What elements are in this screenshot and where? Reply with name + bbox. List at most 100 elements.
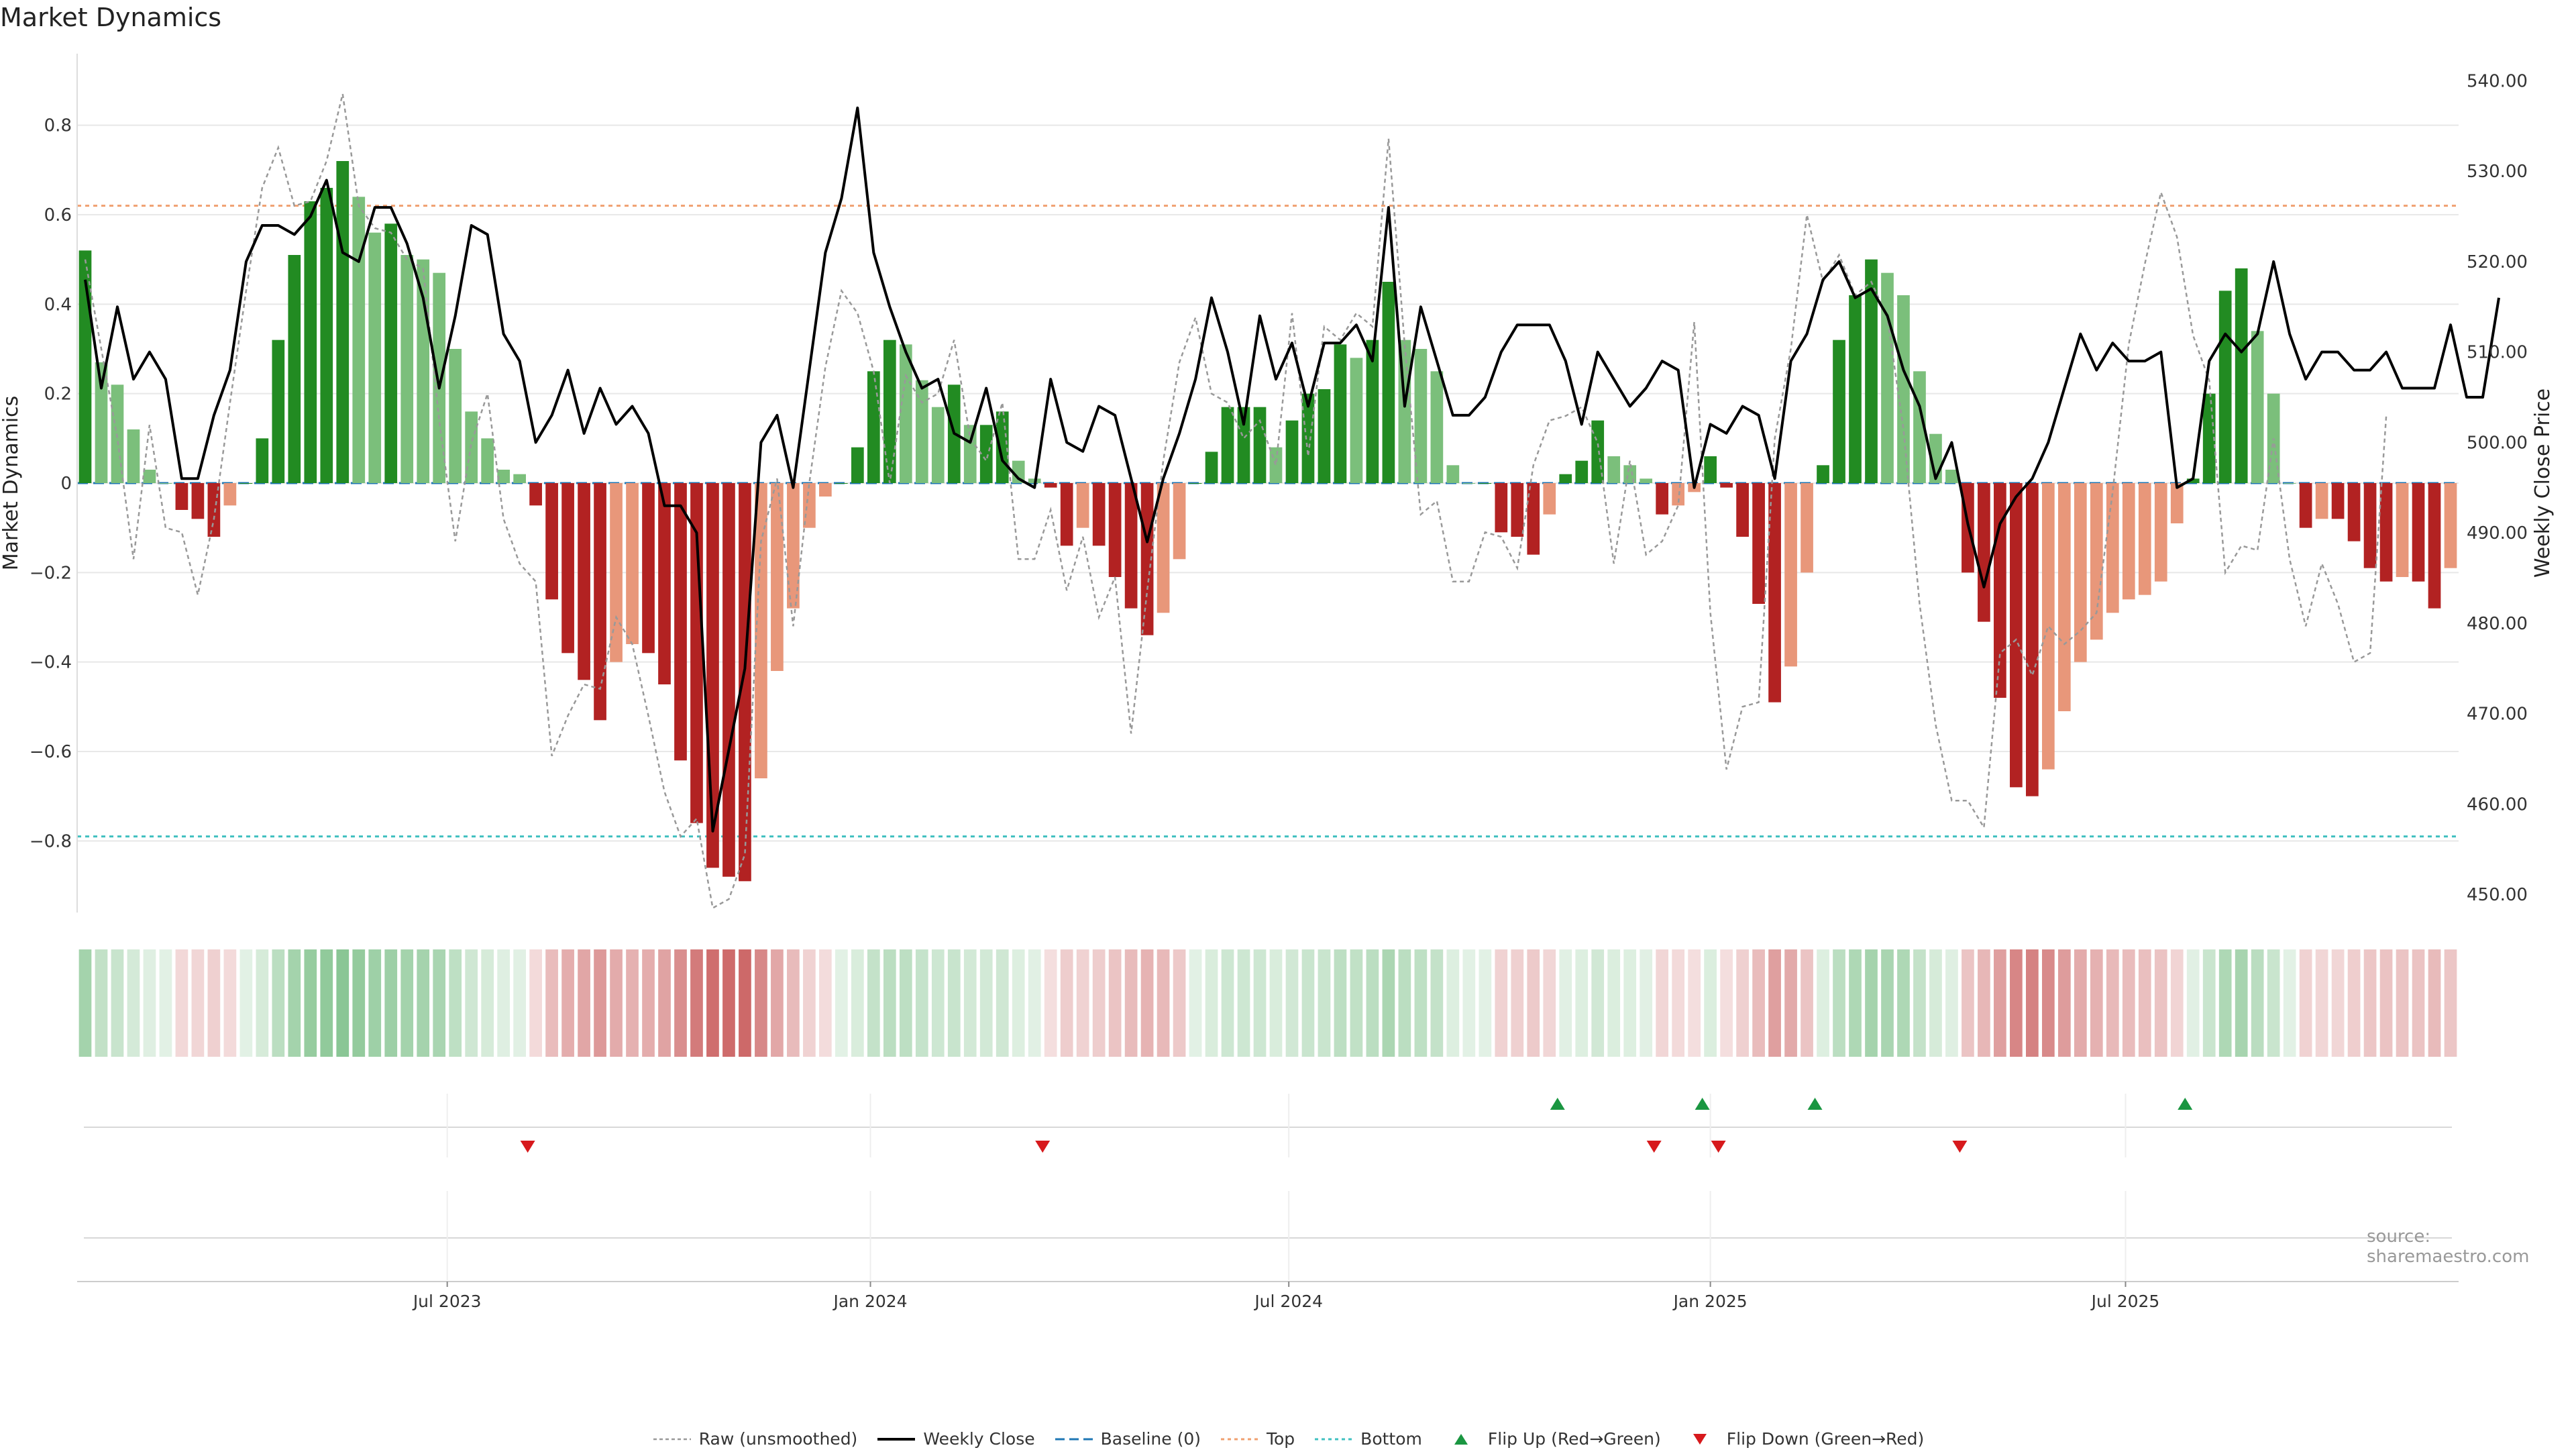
regime-strip-cell — [1157, 949, 1170, 1057]
dynamics-bar — [1446, 465, 1460, 483]
regime-strip-cell — [95, 949, 108, 1057]
legend-label: Bottom — [1360, 1429, 1422, 1449]
dynamics-bar — [320, 188, 333, 483]
legend-item-flip_up: Flip Up (Red→Green) — [1441, 1429, 1661, 1449]
regime-strip-cell — [207, 949, 221, 1057]
regime-strip-cell — [1978, 949, 1990, 1057]
legend-swatch-flip_up — [1454, 1433, 1468, 1445]
dynamics-bar — [1768, 483, 1781, 703]
page-title: Market Dynamics — [0, 3, 222, 32]
x-tick-label: Jan 2024 — [832, 1292, 907, 1311]
legend-label: Top — [1266, 1429, 1295, 1449]
dynamics-bar — [1430, 371, 1444, 483]
regime-strip-cell — [1446, 949, 1460, 1057]
dynamics-bar — [449, 349, 462, 483]
dynamics-bar — [384, 223, 398, 483]
dynamics-bar — [642, 483, 655, 654]
dynamics-bar — [1076, 483, 1089, 528]
regime-strip-cell — [1591, 949, 1605, 1057]
dynamics-bar — [1189, 483, 1202, 484]
regime-strip-cell — [449, 949, 462, 1057]
legend-label: Flip Up (Red→Green) — [1487, 1429, 1661, 1449]
regime-strip-cell — [787, 949, 800, 1057]
dynamics-bar — [1108, 483, 1122, 577]
regime-strip-cell — [1479, 949, 1492, 1057]
dynamics-bar — [771, 483, 784, 671]
regime-strip-cell — [1817, 949, 1829, 1057]
dynamics-bar — [1044, 483, 1057, 488]
flip-down-marker — [1035, 1141, 1051, 1153]
legend-swatch-close — [877, 1437, 916, 1441]
dynamics-bar — [545, 483, 558, 600]
dynamics-bar — [674, 483, 687, 761]
y2-tick-label: 490.00 — [2467, 523, 2528, 543]
regime-strip-cell — [1044, 949, 1057, 1057]
dynamics-bar — [368, 232, 382, 483]
dynamics-bar — [1285, 420, 1299, 483]
dynamics-bar — [1173, 483, 1186, 560]
regime-strip-cell — [1672, 949, 1685, 1057]
regime-strip-cell — [256, 949, 269, 1057]
regime-strip-cell — [513, 949, 526, 1057]
dynamics-bar — [1462, 483, 1476, 484]
regime-strip-cell — [1881, 949, 1894, 1057]
dynamics-bar — [2138, 483, 2151, 595]
dynamics-bar — [1414, 349, 1428, 483]
dynamics-bar — [1543, 483, 1556, 515]
regime-strip-cell — [1076, 949, 1089, 1057]
dynamics-bar — [2396, 483, 2409, 577]
regime-strip-cell — [1430, 949, 1444, 1057]
regime-strip-cell — [2267, 949, 2280, 1057]
regime-strip-cell — [1543, 949, 1556, 1057]
y2-axis-label: Weekly Close Price — [2531, 388, 2555, 578]
dynamics-bar — [658, 483, 671, 684]
dynamics-bar — [2299, 483, 2312, 528]
regime-strip-cell — [578, 949, 590, 1057]
dynamics-bar — [2090, 483, 2103, 640]
dynamics-bar — [1221, 407, 1234, 483]
legend: Raw (unsmoothed) Weekly Close Baseline (0)… — [0, 1429, 2576, 1456]
regime-strip-cell — [288, 949, 301, 1057]
regime-strip-cell — [2299, 949, 2312, 1057]
y-tick-label: 0.8 — [44, 116, 72, 136]
source-note: source: sharemaestro.com — [2367, 1227, 2530, 1267]
regime-strip-cell — [384, 949, 398, 1057]
regime-strip-cell — [1607, 949, 1621, 1057]
dynamics-bar — [626, 483, 639, 644]
regime-strip-cell — [111, 949, 124, 1057]
market-dynamics-chart: −0.8 −0.6 −0.4 −0.2 0 0.2 0.4 0.6 0.8 450.00 460.0… — [0, 54, 2555, 1311]
legend-swatch-baseline — [1055, 1438, 1093, 1440]
regime-strip-cell — [1720, 949, 1733, 1057]
dynamics-bar — [223, 483, 237, 506]
regime-strip-cell — [1285, 949, 1299, 1057]
dynamics-bar — [256, 438, 269, 483]
y2-tick-label: 540.00 — [2467, 71, 2528, 91]
regime-strip-cell — [2026, 949, 2039, 1057]
regime-strip-cell — [642, 949, 655, 1057]
dynamics-bar — [159, 483, 172, 484]
y2-tick-label: 520.00 — [2467, 252, 2528, 272]
dynamics-bar — [1575, 460, 1589, 483]
dynamics-bar — [1092, 483, 1106, 546]
flip-up-marker — [1550, 1098, 1565, 1110]
dynamics-bar — [1366, 340, 1379, 483]
regime-strip-cell — [1173, 949, 1186, 1057]
regime-strip-cell — [1398, 949, 1411, 1057]
legend-swatch-flip_down — [1693, 1433, 1707, 1445]
regime-strip-cell — [223, 949, 237, 1057]
raw-series-line — [84, 93, 2387, 910]
legend-item-raw: Raw (unsmoothed) — [652, 1429, 857, 1449]
regime-strip-cell — [1849, 949, 1862, 1057]
dynamics-bar — [2347, 483, 2361, 541]
regime-strip-cell — [368, 949, 382, 1057]
regime-strip-cell — [835, 949, 848, 1057]
regime-strip-cell — [2235, 949, 2248, 1057]
regime-strip-cell — [304, 949, 317, 1057]
dynamics-bar — [417, 259, 430, 483]
dynamics-bar — [1945, 470, 1958, 483]
regime-strip-cell — [674, 949, 687, 1057]
regime-strip-cell — [1350, 949, 1363, 1057]
dynamics-bar — [1978, 483, 1990, 622]
dynamics-bar — [2428, 483, 2441, 609]
regime-strip-cell — [2041, 949, 2055, 1057]
